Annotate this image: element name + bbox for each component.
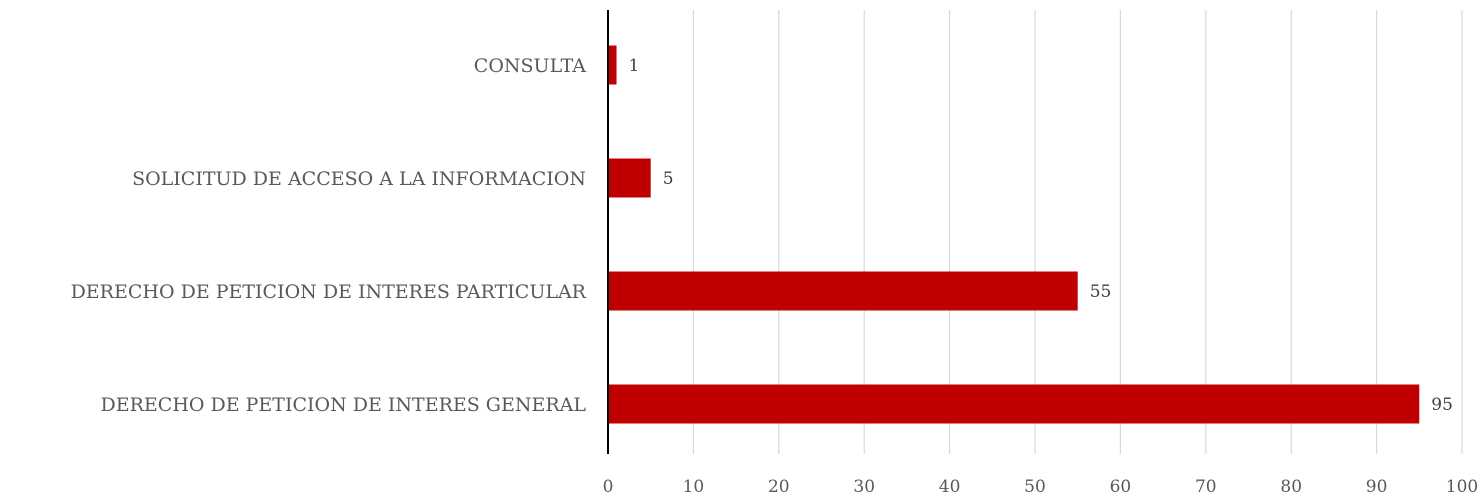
gridlines bbox=[692, 10, 1463, 454]
category-label-consulta: CONSULTA bbox=[474, 55, 586, 77]
bar-derecho-de-peticion-de-interes-general bbox=[608, 384, 1420, 424]
bar-derecho-de-peticion-de-interes-particular bbox=[608, 271, 1078, 311]
data-label-consulta: 1 bbox=[629, 56, 640, 76]
category-label-derecho-de-peticion-de-interes-particular: DERECHO DE PETICION DE INTERES PARTICULA… bbox=[71, 281, 587, 303]
x-tick-label-80: 80 bbox=[1280, 477, 1302, 496]
x-tick-label-90: 90 bbox=[1366, 477, 1388, 496]
data-label-derecho-de-peticion-de-interes-general: 95 bbox=[1431, 395, 1453, 415]
x-tick-label-40: 40 bbox=[939, 477, 961, 496]
category-label-solicitud-de-acceso-a-la-informacion: SOLICITUD DE ACCESO A LA INFORMACION bbox=[132, 168, 586, 190]
category-labels: CONSULTA SOLICITUD DE ACCESO A LA INFORMA… bbox=[71, 55, 587, 416]
x-tick-label-0: 0 bbox=[603, 477, 614, 496]
bar-consulta bbox=[608, 45, 617, 85]
bar-solicitud-de-acceso-a-la-informacion bbox=[608, 158, 651, 198]
x-tick-label-50: 50 bbox=[1024, 477, 1046, 496]
x-tick-label-70: 70 bbox=[1195, 477, 1217, 496]
x-tick-label-20: 20 bbox=[768, 477, 790, 496]
x-tick-label-30: 30 bbox=[853, 477, 875, 496]
x-tick-labels: 0 10 20 30 40 50 60 70 80 90 100 bbox=[603, 477, 1479, 496]
x-tick-label-60: 60 bbox=[1110, 477, 1132, 496]
x-tick-label-100: 100 bbox=[1446, 477, 1478, 496]
data-label-derecho-de-peticion-de-interes-particular: 55 bbox=[1090, 282, 1112, 302]
data-label-solicitud-de-acceso-a-la-informacion: 5 bbox=[663, 169, 674, 189]
bars bbox=[608, 45, 1420, 424]
x-tick-label-10: 10 bbox=[683, 477, 705, 496]
category-label-derecho-de-peticion-de-interes-general: DERECHO DE PETICION DE INTERES GENERAL bbox=[101, 394, 587, 416]
